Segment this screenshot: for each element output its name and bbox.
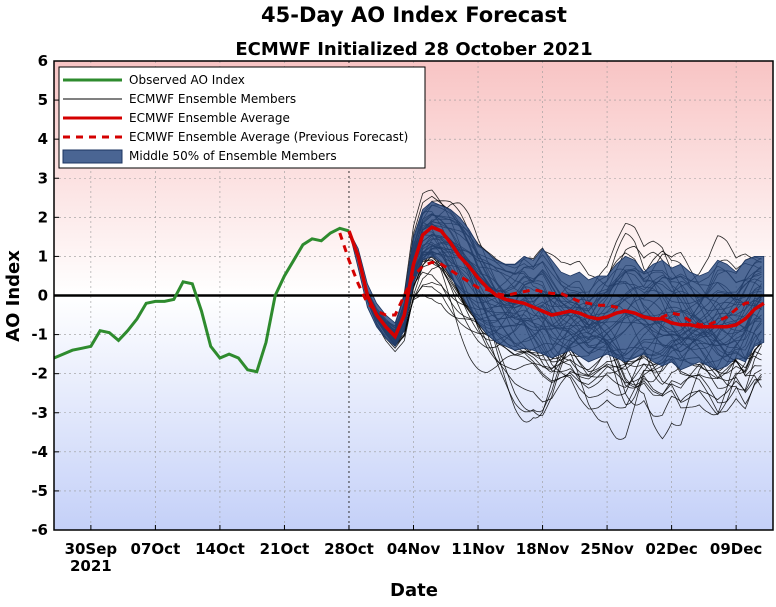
- x-tick-label: 04Nov: [387, 540, 441, 558]
- x-tick-label: 18Nov: [516, 540, 570, 558]
- chart-title: 45-Day AO Index Forecast: [261, 3, 567, 27]
- x-year-label: 2021: [70, 557, 112, 575]
- x-tick-label: 21Oct: [260, 540, 310, 558]
- y-tick-label: -3: [31, 404, 48, 422]
- x-tick-label: 25Nov: [580, 540, 634, 558]
- previous-forecast-line: [338, 232, 755, 327]
- y-tick-label: 3: [38, 169, 48, 187]
- y-tick-label: -6: [31, 521, 48, 539]
- legend-label: ECMWF Ensemble Average (Previous Forecas…: [129, 130, 408, 144]
- x-tick-label: 09Dec: [710, 540, 762, 558]
- x-axis-label: Date: [390, 580, 438, 601]
- y-tick-label: 0: [38, 287, 48, 305]
- y-tick-label: -2: [31, 365, 48, 383]
- legend-label: ECMWF Ensemble Average: [129, 111, 290, 125]
- x-tick-label: 30Sep: [65, 540, 118, 558]
- y-tick-label: 4: [38, 130, 48, 148]
- x-axis: 30Sep 07Oct 14Oct 21Oct 28Oct 04Nov 11Nov 18Nov…: [65, 525, 762, 558]
- legend: Observed AO Index ECMWF Ensemble Members E…: [58, 66, 426, 169]
- y-tick-label: -5: [31, 482, 48, 500]
- ensemble-member-line: [348, 230, 762, 417]
- x-tick-label: 11Nov: [451, 540, 505, 558]
- legend-label: ECMWF Ensemble Members: [129, 92, 296, 106]
- legend-label: Middle 50% of Ensemble Members: [129, 149, 337, 163]
- y-tick-label: 2: [38, 208, 48, 226]
- observed-ao-line: [54, 226, 350, 374]
- y-axis-label: AO Index: [3, 250, 24, 342]
- ensemble-average-line: [347, 225, 765, 340]
- x-tick-label: 14Oct: [195, 540, 245, 558]
- y-axis: -6 -5 -4 -3 -2 -1 0 1 2 3 4 5 6: [31, 52, 59, 539]
- ensemble-member-line: [348, 230, 762, 440]
- chart-subtitle: ECMWF Initialized 28 October 2021: [235, 39, 592, 60]
- y-tick-label: -1: [31, 326, 48, 344]
- legend-swatch: [62, 149, 123, 164]
- y-tick-label: 6: [38, 52, 48, 70]
- x-tick-label: 02Dec: [645, 540, 697, 558]
- y-tick-label: 1: [38, 247, 48, 265]
- y-tick-label: -4: [31, 443, 48, 461]
- legend-label: Observed AO Index: [129, 73, 245, 87]
- x-tick-label: 28Oct: [324, 540, 374, 558]
- x-tick-label: 07Oct: [131, 540, 181, 558]
- y-tick-label: 5: [38, 91, 48, 109]
